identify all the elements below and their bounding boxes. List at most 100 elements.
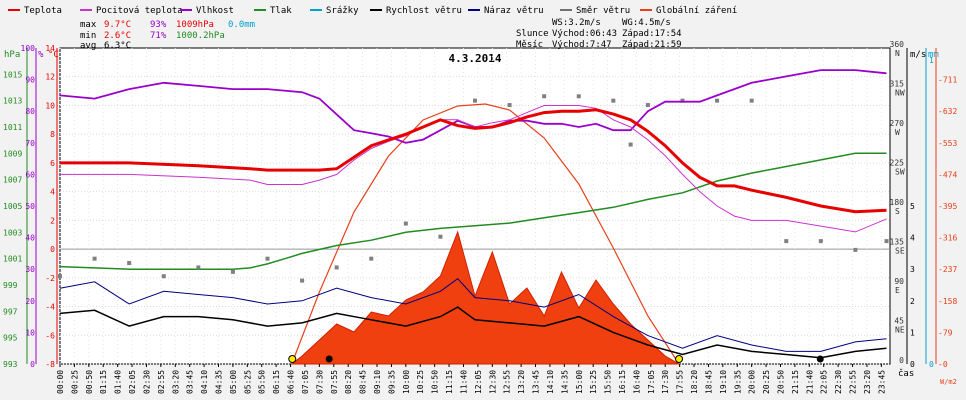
astro-wg: WG:4.5m/s (622, 18, 671, 28)
x-tick-label: 15:25 (589, 370, 598, 394)
stats-min-label: min (80, 31, 96, 41)
legend-item: Tlak (270, 6, 292, 16)
stats-max-temp: 9.7°C (104, 20, 131, 30)
series-winddir-point (853, 247, 858, 252)
x-tick-label: 16:40 (632, 370, 641, 394)
series-winddir-point (58, 274, 62, 279)
x-tick-label: 07:55 (330, 370, 339, 394)
x-tick-label: 02:30 (142, 370, 151, 394)
axis-label-wind: 2 (910, 297, 915, 306)
axis-label-radiation: -553 (938, 139, 957, 148)
x-tick-label: 20:25 (762, 370, 771, 394)
x-tick-label: 13:45 (532, 370, 541, 394)
series-winddir-point (473, 98, 477, 103)
axis-label-winddir: 90 (894, 277, 904, 286)
x-tick-label: 12:30 (488, 370, 497, 394)
axis-label-winddir: N (895, 49, 900, 58)
x-tick-label: 05:00 (229, 370, 238, 394)
x-tick-label: 10:25 (416, 370, 425, 394)
x-tick-label: 15:50 (604, 370, 613, 394)
axis-label-radiation: -316 (938, 234, 957, 243)
legend-item: Teplota (24, 6, 62, 16)
axis-lines (26, 48, 937, 364)
axis-label-winddir: 0 (899, 356, 904, 365)
unit-hpa: hPa (4, 50, 20, 60)
series-winddir-point (715, 98, 720, 103)
axis-label-humidity: 50 (25, 202, 35, 211)
axis-label-temperature: 0 (50, 245, 55, 254)
axis-label-humidity: 40 (25, 234, 35, 243)
astro-moon-set: Západ:21:59 (622, 40, 682, 50)
sun-marker (288, 355, 297, 363)
series-wind-speed (59, 306, 887, 359)
axis-label-humidity: 20 (25, 297, 35, 306)
axis-label-pressure: 993 (3, 360, 18, 369)
x-tick-label: 03:45 (186, 370, 195, 394)
axis-label-temperature: 12 (45, 73, 55, 82)
series-theoretical-radiation (291, 103, 680, 365)
axis-label-wind: 3 (910, 265, 915, 274)
axis-label-temperature: 4 (50, 188, 55, 197)
axis-label-pressure: 1015 (3, 70, 22, 79)
axis-label-pressure: 1003 (3, 228, 22, 237)
x-tick-label: 04:10 (200, 370, 209, 394)
astro-moon-label: Měsíc (516, 40, 543, 50)
x-tick-label: 16:15 (618, 370, 627, 394)
legend-item: Směr větru (576, 6, 630, 16)
axis-label-winddir: NW (895, 89, 905, 98)
axis-label-temperature: 6 (50, 159, 55, 168)
axis-label-pressure: 995 (3, 334, 18, 343)
axis-label-winddir: 315 (890, 80, 905, 89)
x-tick-label: 20:00 (748, 370, 757, 394)
stats-avg-label: avg (80, 41, 96, 51)
axis-label-pressure: 1001 (3, 255, 22, 264)
axis-label-humidity: 30 (25, 265, 35, 274)
axis-label-humidity: 0 (30, 360, 35, 369)
x-tick-label: 19:10 (719, 370, 728, 394)
axis-label-winddir: 180 (890, 198, 905, 207)
x-tick-label: 17:55 (676, 370, 685, 394)
axis-label-wind: 5 (910, 202, 915, 211)
x-tick-label: 00:50 (85, 370, 94, 394)
series-temperature (60, 108, 887, 214)
astro-sun-rise: Východ:06:43 (552, 29, 617, 39)
axis-label-winddir: SE (895, 247, 905, 256)
unit-ms: m/s (910, 50, 926, 60)
astro-sun-label: Slunce (516, 29, 549, 39)
series-winddir-point (576, 94, 581, 99)
x-tick-label: 10:50 (431, 370, 440, 394)
x-tick-label: 05:50 (258, 370, 267, 394)
axis-label-radiation: -632 (938, 107, 957, 116)
x-tick-label: 01:15 (99, 370, 108, 394)
x-tick-label: 11:40 (459, 370, 468, 394)
x-tick-label: 17:05 (647, 370, 656, 394)
axis-label-temperature: -8 (45, 360, 55, 369)
stats-min-temp: 2.6°C (104, 31, 131, 41)
x-tick-label: 09:10 (373, 370, 382, 394)
unit-headers: hPa % °C m/s mm W/m2 čas (4, 50, 957, 386)
axis-label-rain: 0 (929, 360, 934, 369)
legend-item: Pocitová teplota (96, 6, 183, 16)
axis-label-temperature: -2 (45, 274, 55, 283)
x-tick-label: 22:05 (820, 370, 829, 394)
x-tick-label: 08:20 (344, 370, 353, 394)
x-tick-label: 21:15 (791, 370, 800, 394)
x-tick-label: 22:30 (834, 370, 843, 394)
series-winddir-point (884, 239, 889, 244)
series-winddir-point (507, 103, 512, 108)
axis-label-wind: 4 (910, 234, 915, 243)
x-tick-label: 08:45 (359, 370, 368, 394)
axis-label-winddir: 225 (890, 159, 905, 168)
x-tick-label: 10:00 (402, 370, 411, 394)
axis-label-radiation: -158 (938, 297, 957, 306)
x-tick-label: 07:05 (301, 370, 310, 394)
grid (59, 48, 890, 365)
x-tick-label: 06:40 (287, 370, 296, 394)
axes: 9939959979991001100310051007100910111013… (3, 40, 957, 369)
axis-label-winddir: 360 (890, 40, 905, 49)
axis-label-temperature: 10 (45, 101, 55, 110)
axis-label-temperature: -4 (45, 303, 55, 312)
axis-label-radiation: -395 (938, 202, 957, 211)
x-tick-label: 02:55 (157, 370, 166, 394)
unit-pct: % (38, 50, 44, 60)
